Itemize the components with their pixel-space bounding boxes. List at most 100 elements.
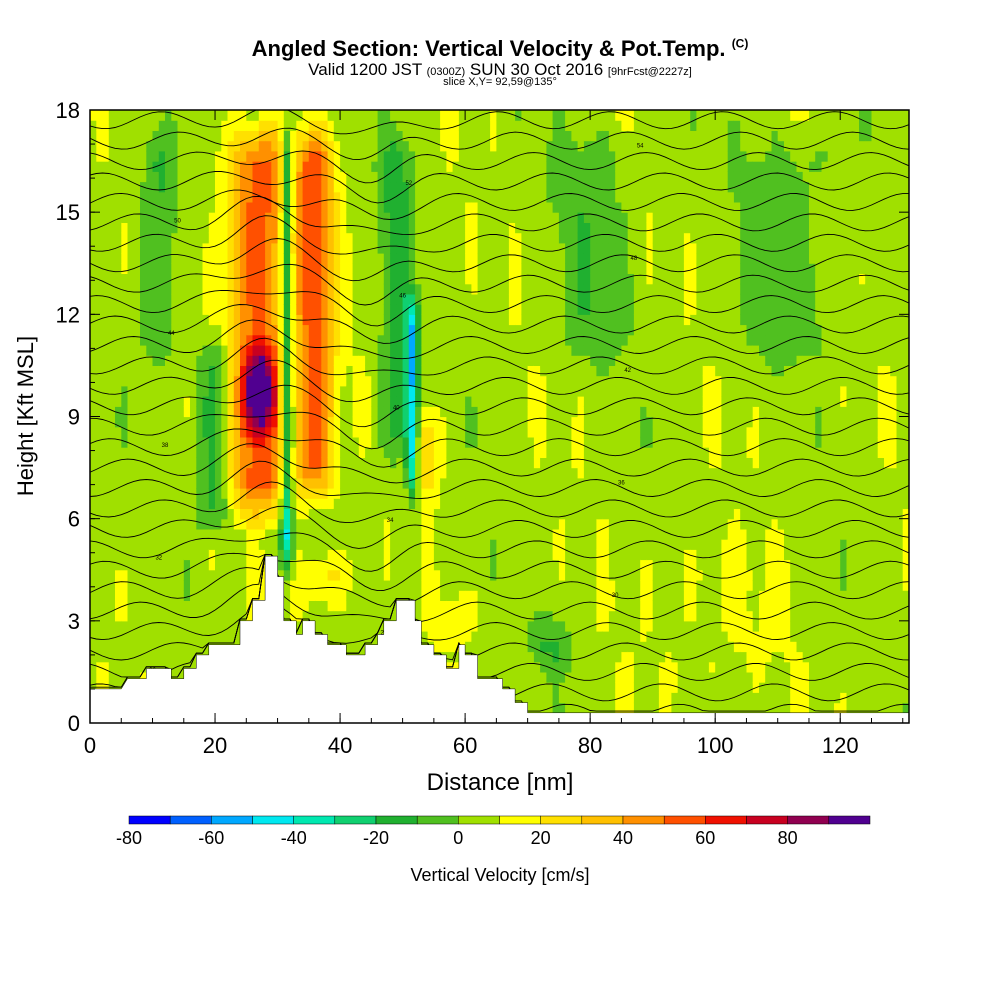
velocity-cell <box>596 222 604 234</box>
velocity-cell <box>565 314 572 326</box>
velocity-cell <box>352 365 360 377</box>
velocity-cell <box>390 242 397 254</box>
velocity-cell <box>196 406 204 418</box>
velocity-cell <box>540 201 547 213</box>
velocity-cell <box>265 498 272 509</box>
velocity-cell <box>146 263 154 274</box>
velocity-cell <box>340 365 347 377</box>
velocity-cell <box>121 283 129 295</box>
velocity-cell <box>265 508 272 520</box>
velocity-cell <box>108 263 116 274</box>
velocity-cell <box>577 263 585 274</box>
velocity-cell <box>202 293 210 305</box>
velocity-cell <box>558 600 566 612</box>
velocity-cell <box>477 661 485 673</box>
velocity-cell <box>152 385 160 397</box>
velocity-cell <box>233 314 241 326</box>
velocity-cell <box>271 120 279 131</box>
velocity-cell <box>115 641 122 653</box>
velocity-cell <box>102 671 110 683</box>
velocity-cell <box>308 396 316 407</box>
velocity-cell <box>371 140 379 152</box>
velocity-cell <box>271 416 279 428</box>
velocity-cell <box>133 273 141 285</box>
velocity-cell <box>396 426 404 438</box>
velocity-cell <box>108 539 116 550</box>
velocity-cell <box>433 222 441 234</box>
velocity-cell <box>152 345 160 356</box>
velocity-cell <box>483 304 491 315</box>
velocity-cell <box>327 232 335 244</box>
velocity-cell <box>377 600 385 612</box>
velocity-cell <box>565 651 572 663</box>
velocity-cell <box>596 150 604 162</box>
velocity-cell <box>140 304 147 315</box>
velocity-cell <box>246 426 254 438</box>
velocity-cell <box>158 253 166 264</box>
velocity-cell <box>346 314 354 326</box>
velocity-cell <box>177 671 185 683</box>
velocity-cell <box>496 620 504 632</box>
velocity-cell <box>133 620 141 632</box>
velocity-cell <box>540 651 547 663</box>
velocity-cell <box>265 467 272 479</box>
velocity-cell <box>552 110 560 121</box>
velocity-cell <box>308 191 316 203</box>
velocity-cell <box>290 161 297 172</box>
velocity-cell <box>527 385 535 397</box>
velocity-cell <box>133 661 141 673</box>
velocity-cell <box>527 406 535 418</box>
velocity-cell <box>540 528 547 540</box>
velocity-cell <box>521 580 529 591</box>
velocity-cell <box>596 161 604 172</box>
velocity-cell <box>221 549 229 561</box>
velocity-cell <box>96 212 104 223</box>
velocity-cell <box>377 110 385 121</box>
velocity-cell <box>102 334 110 346</box>
velocity-cell <box>183 498 191 509</box>
velocity-cell <box>252 518 260 530</box>
velocity-cell <box>358 130 366 142</box>
velocity-cell <box>590 293 598 305</box>
velocity-cell <box>183 355 191 366</box>
velocity-cell <box>421 467 429 479</box>
velocity-cell <box>408 416 416 428</box>
velocity-cell <box>577 232 585 244</box>
velocity-cell <box>471 528 479 540</box>
velocity-cell <box>152 477 160 489</box>
velocity-cell <box>146 477 154 489</box>
velocity-cell <box>152 631 160 642</box>
velocity-cell <box>321 334 329 346</box>
velocity-cell <box>471 600 479 612</box>
velocity-cell <box>233 273 241 285</box>
velocity-cell <box>402 355 410 366</box>
velocity-cell <box>490 365 497 377</box>
velocity-cell <box>352 528 360 540</box>
velocity-cell <box>546 528 554 540</box>
velocity-cell <box>546 130 554 142</box>
velocity-cell <box>227 232 235 244</box>
velocity-cell <box>308 559 316 571</box>
velocity-cell <box>358 610 366 622</box>
velocity-cell <box>121 396 129 407</box>
velocity-cell <box>546 539 554 550</box>
velocity-cell <box>208 447 216 458</box>
velocity-cell <box>171 161 179 172</box>
velocity-cell <box>352 191 360 203</box>
velocity-cell <box>421 539 429 550</box>
velocity-cell <box>271 477 279 489</box>
velocity-cell <box>590 304 598 315</box>
velocity-cell <box>408 212 416 223</box>
velocity-cell <box>177 181 185 193</box>
velocity-cell <box>283 140 291 152</box>
velocity-cell <box>121 610 129 622</box>
velocity-cell <box>165 201 172 213</box>
velocity-cell <box>146 539 154 550</box>
velocity-cell <box>565 201 572 213</box>
velocity-cell <box>290 345 297 356</box>
velocity-cell <box>146 212 154 223</box>
velocity-cell <box>421 304 429 315</box>
velocity-cell <box>521 682 529 693</box>
velocity-cell <box>596 406 604 418</box>
velocity-cell <box>496 222 504 234</box>
